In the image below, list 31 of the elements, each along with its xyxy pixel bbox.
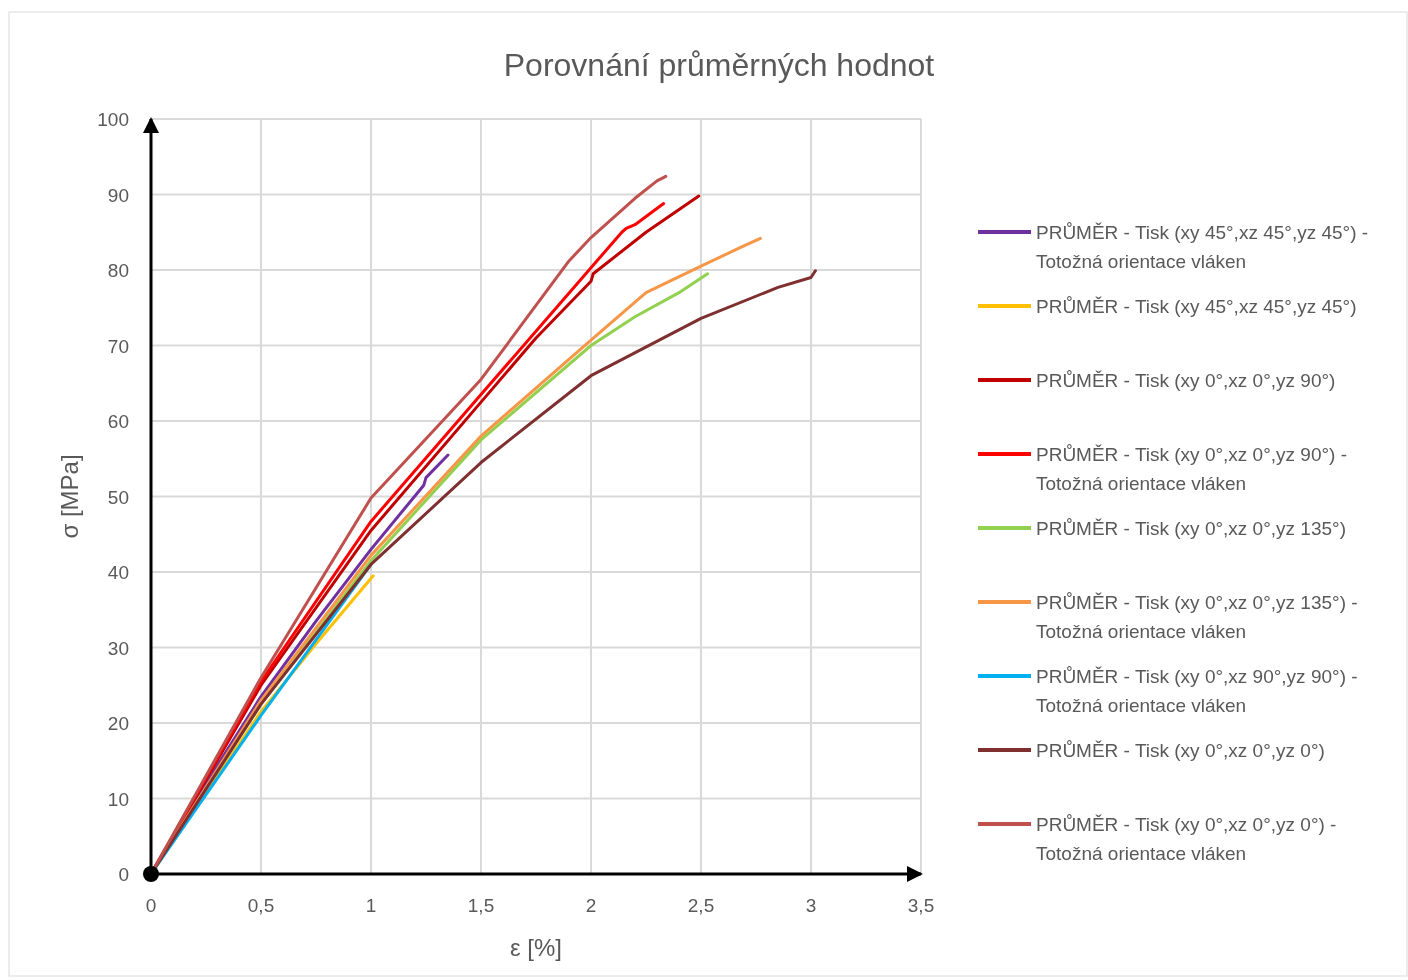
x-tick-label: 2,5: [687, 895, 715, 916]
y-tick-label: 0: [118, 864, 129, 885]
y-tick-label: 100: [97, 109, 129, 130]
x-tick-label: 1,5: [467, 895, 495, 916]
x-tick-label: 3: [805, 895, 817, 916]
y-tick-label: 40: [107, 562, 129, 583]
x-tick-label: 1: [365, 895, 377, 916]
legend-label: PRŮMĚR - Tisk (xy 0°,xz 0°,yz 135°) - Totožná orientace vláken: [1036, 592, 1358, 642]
legend-label: PRŮMĚR - Tisk (xy 45°,xz 45°,yz 45°) - Totožná orientace vláken: [1036, 222, 1369, 272]
y-tick-label: 60: [107, 411, 129, 432]
y-tick-label: 80: [107, 260, 129, 281]
x-tick-label: 0,5: [247, 895, 275, 916]
legend-label: PRŮMĚR - Tisk (xy 0°,xz 0°,yz 135°): [1036, 518, 1346, 539]
y-axis-title: σ [MPa]: [56, 454, 83, 539]
y-tick-label: 90: [107, 184, 129, 206]
legend-label: PRŮMĚR - Tisk (xy 45°,xz 45°,yz 45°): [1036, 296, 1357, 317]
y-tick-label: 20: [107, 713, 129, 734]
x-tick-label: 2: [585, 895, 597, 916]
y-tick-label: 50: [107, 486, 129, 508]
y-tick-label: 10: [107, 788, 129, 810]
legend-label: PRŮMĚR - Tisk (xy 0°,xz 90°,yz 90°) - Totožná orientace vláken: [1036, 666, 1358, 716]
y-tick-label: 70: [107, 335, 129, 357]
x-tick-label: 0: [145, 895, 157, 916]
legend-label: PRŮMĚR - Tisk (xy 0°,xz 0°,yz 90°) - Totožná orientace vláken: [1036, 444, 1347, 494]
x-tick-label: 3,5: [907, 895, 935, 916]
legend-label: PRŮMĚR - Tisk (xy 0°,xz 0°,yz 0°) - Totožná orientace vláken: [1036, 814, 1337, 864]
y-tick-label: 30: [107, 637, 129, 659]
x-axis-title: ε [%]: [509, 934, 563, 961]
chart-title: Porovnání průměrných hodnot: [503, 47, 935, 83]
legend-label: PRŮMĚR - Tisk (xy 0°,xz 0°,yz 90°): [1036, 370, 1336, 391]
legend-label: PRŮMĚR - Tisk (xy 0°,xz 0°,yz 0°): [1036, 740, 1325, 761]
